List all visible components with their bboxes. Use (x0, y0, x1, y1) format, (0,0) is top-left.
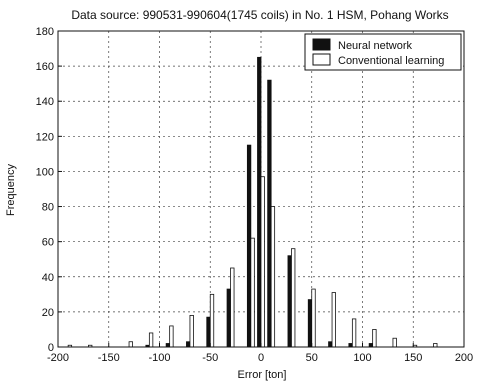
legend: Neural network Conventional learning (304, 33, 462, 71)
y-tick-label: 0 (48, 342, 54, 354)
bar-conventional-learning (270, 206, 276, 348)
x-tick-label: -200 (47, 352, 69, 364)
x-tick-label: 0 (258, 352, 264, 364)
bar-conventional-learning (250, 237, 255, 348)
y-tick-label: 40 (42, 272, 54, 284)
legend-swatch-conventional (312, 53, 331, 66)
bar-conventional-learning (169, 325, 174, 348)
y-tick-label: 140 (36, 96, 54, 108)
chart-title: Data source: 990531-990604(1745 coils) i… (71, 8, 448, 22)
bar-conventional-learning (148, 332, 154, 348)
x-tick-label: 200 (455, 352, 473, 364)
bar-neural-network (328, 341, 333, 348)
bar-conventional-learning (209, 293, 215, 348)
x-tick-label: -150 (98, 352, 120, 364)
bar-conventional-learning (260, 176, 265, 348)
axis-ticks: -200 -150 -100 -50 0 50 100 150 200 0 20 40 60 80 100 1… (36, 26, 474, 364)
legend-box (304, 33, 462, 71)
y-tick-label: 160 (36, 61, 54, 73)
bar-neural-network (368, 343, 374, 348)
bar-conventional-learning (291, 248, 296, 348)
bar-neural-network (348, 343, 353, 348)
bar-conventional-learning (433, 343, 438, 348)
bar-neural-network (226, 288, 231, 348)
y-tick-label: 120 (36, 131, 54, 143)
y-tick-label: 80 (42, 202, 54, 214)
bar-conventional-learning (372, 329, 377, 348)
bar-conventional-learning (128, 341, 133, 348)
x-tick-label: 150 (404, 352, 422, 364)
bar-conventional-learning (351, 318, 357, 348)
y-tick-label: 60 (42, 237, 54, 249)
legend-label-conventional: Conventional learning (338, 55, 444, 67)
y-axis-label: Frequency (5, 164, 17, 216)
bar-conventional-learning (311, 288, 316, 348)
bar-neural-network (287, 255, 292, 348)
x-axis-label: Error [ton] (238, 369, 287, 381)
x-tick-label: -50 (202, 352, 218, 364)
x-tick-label: 100 (353, 352, 371, 364)
bar-conventional-learning (230, 267, 235, 348)
bar-neural-network (165, 343, 171, 348)
x-tick-label: 50 (306, 352, 318, 364)
bar-neural-network (267, 79, 272, 348)
y-tick-label: 100 (36, 166, 54, 178)
bar-neural-network (307, 299, 313, 348)
x-tick-label: -100 (148, 352, 170, 364)
y-tick-label: 20 (42, 307, 54, 319)
bar-neural-network (206, 316, 211, 348)
bar-conventional-learning (331, 292, 336, 348)
bar-neural-network (246, 144, 252, 348)
bar-conventional-learning (392, 337, 397, 348)
bars (67, 56, 438, 348)
bar-conventional-learning (189, 314, 194, 348)
bar-neural-network (186, 341, 191, 348)
legend-label-neural: Neural network (338, 40, 412, 52)
legend-swatch-neural (312, 38, 331, 51)
bar-neural-network (257, 56, 262, 348)
y-tick-label: 180 (36, 26, 54, 38)
